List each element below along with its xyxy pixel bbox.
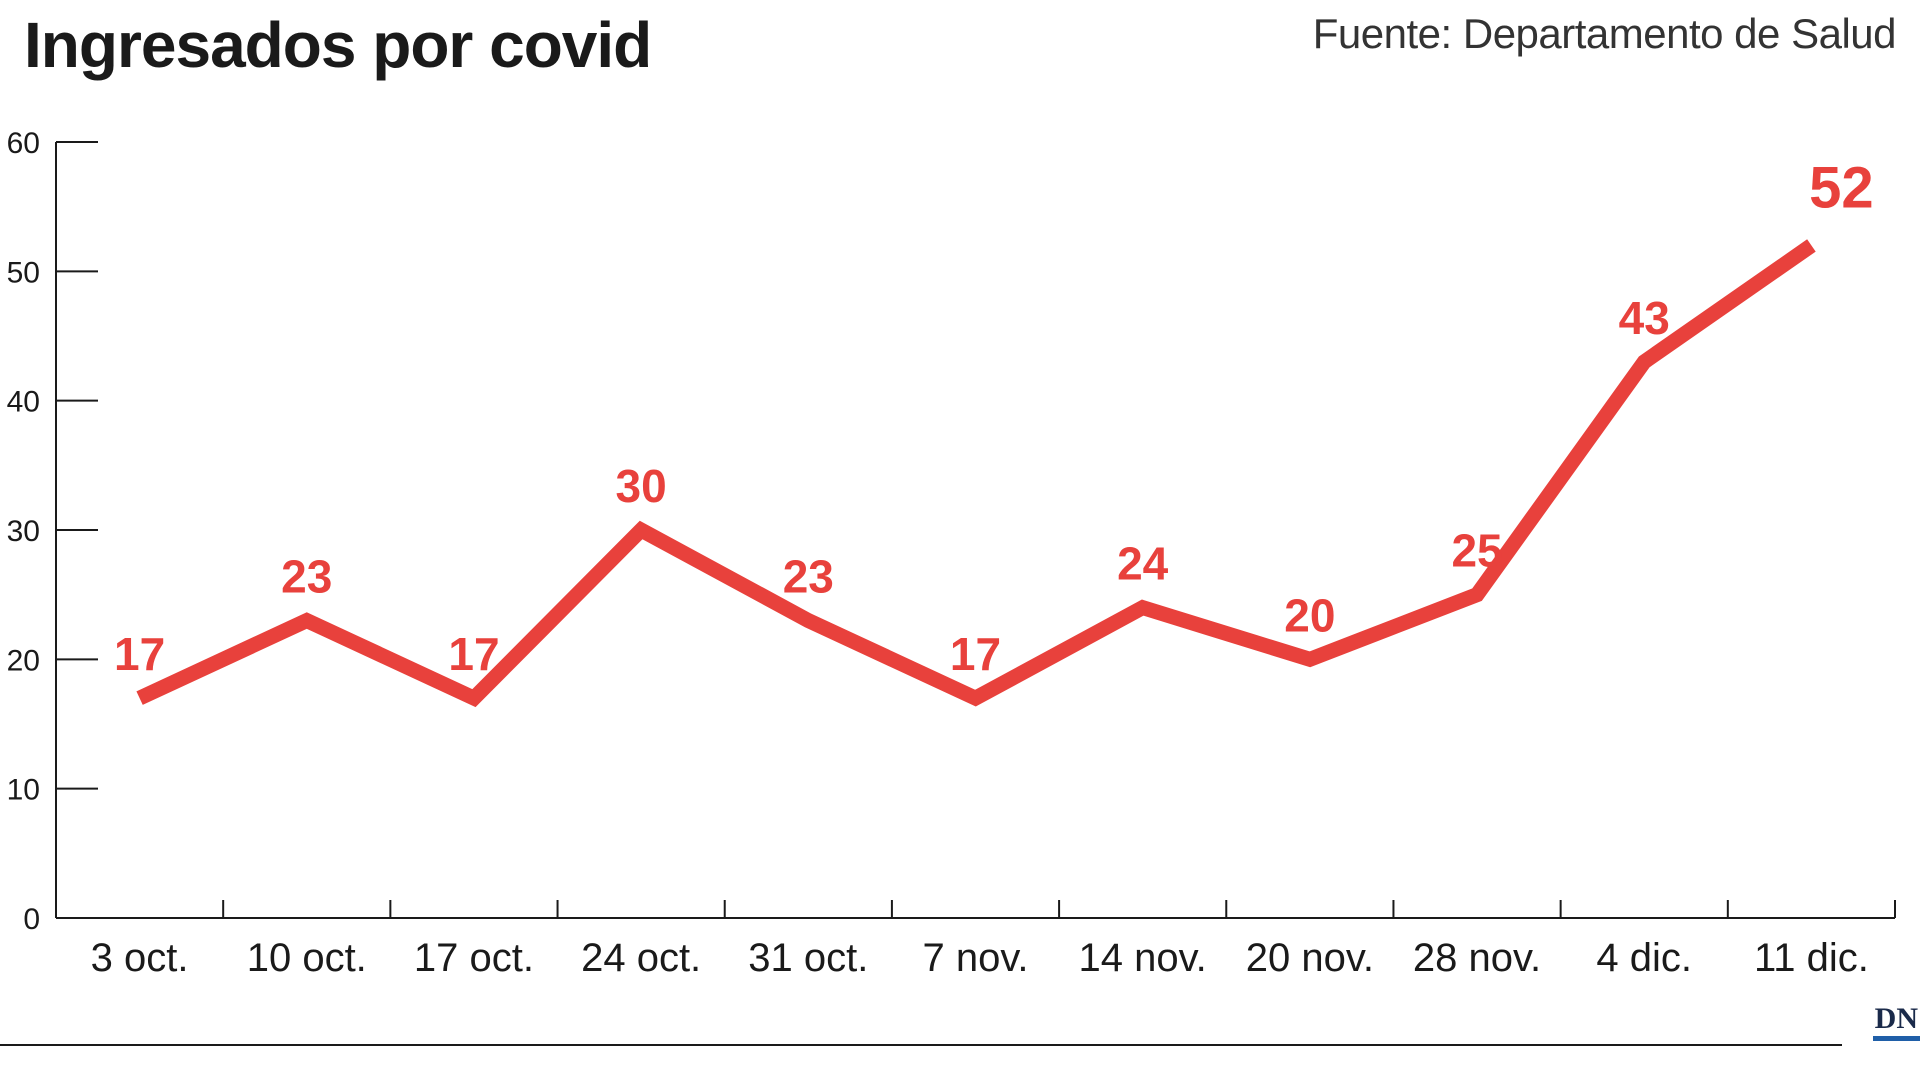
x-tick-label: 20 nov. xyxy=(1246,936,1374,980)
x-tick-label: 4 dic. xyxy=(1596,936,1692,980)
y-tick-label: 40 xyxy=(7,386,40,419)
data-label: 17 xyxy=(448,628,499,680)
series-line xyxy=(136,239,1816,708)
brand-logo: DN xyxy=(1872,1004,1920,1041)
axes: 0 10 20 30 40 50 60 3 oct. 10 oct. 17 oct. 24 oct.… xyxy=(7,127,1896,980)
y-tick-label: 30 xyxy=(7,515,40,548)
data-label: 20 xyxy=(1284,589,1335,641)
data-label: 30 xyxy=(616,460,667,512)
x-tick-label: 3 oct. xyxy=(91,936,189,980)
y-tick-label: 20 xyxy=(7,644,40,677)
data-label: 23 xyxy=(783,551,834,603)
chart-title: Ingresados por covid xyxy=(24,9,652,81)
data-label: 17 xyxy=(950,628,1001,680)
source-note: Fuente: Departamento de Salud xyxy=(1312,10,1897,57)
x-tick-label: 28 nov. xyxy=(1413,936,1541,980)
x-tick-label: 14 nov. xyxy=(1079,936,1207,980)
x-tick-label: 17 oct. xyxy=(414,936,534,980)
data-label: 17 xyxy=(114,628,165,680)
data-label: 43 xyxy=(1619,292,1670,344)
data-labels-group: 17 23 17 30 23 17 24 20 25 43 52 xyxy=(114,155,1874,680)
data-label: 24 xyxy=(1117,538,1169,590)
footer-divider xyxy=(0,1044,1842,1046)
x-tick-label: 7 nov. xyxy=(923,936,1029,980)
x-tick-label: 24 oct. xyxy=(581,936,701,980)
x-tick-label: 10 oct. xyxy=(247,936,367,980)
x-tick-label: 31 oct. xyxy=(748,936,868,980)
series-line-group xyxy=(136,239,1816,708)
x-tick-label: 11 dic. xyxy=(1754,936,1869,980)
y-tick-label: 60 xyxy=(7,127,40,160)
data-label: 52 xyxy=(1809,155,1874,220)
data-label: 23 xyxy=(281,551,332,603)
data-label: 25 xyxy=(1451,525,1502,577)
y-tick-label: 0 xyxy=(23,903,40,936)
y-tick-label: 10 xyxy=(7,774,40,807)
y-tick-label: 50 xyxy=(7,256,40,289)
